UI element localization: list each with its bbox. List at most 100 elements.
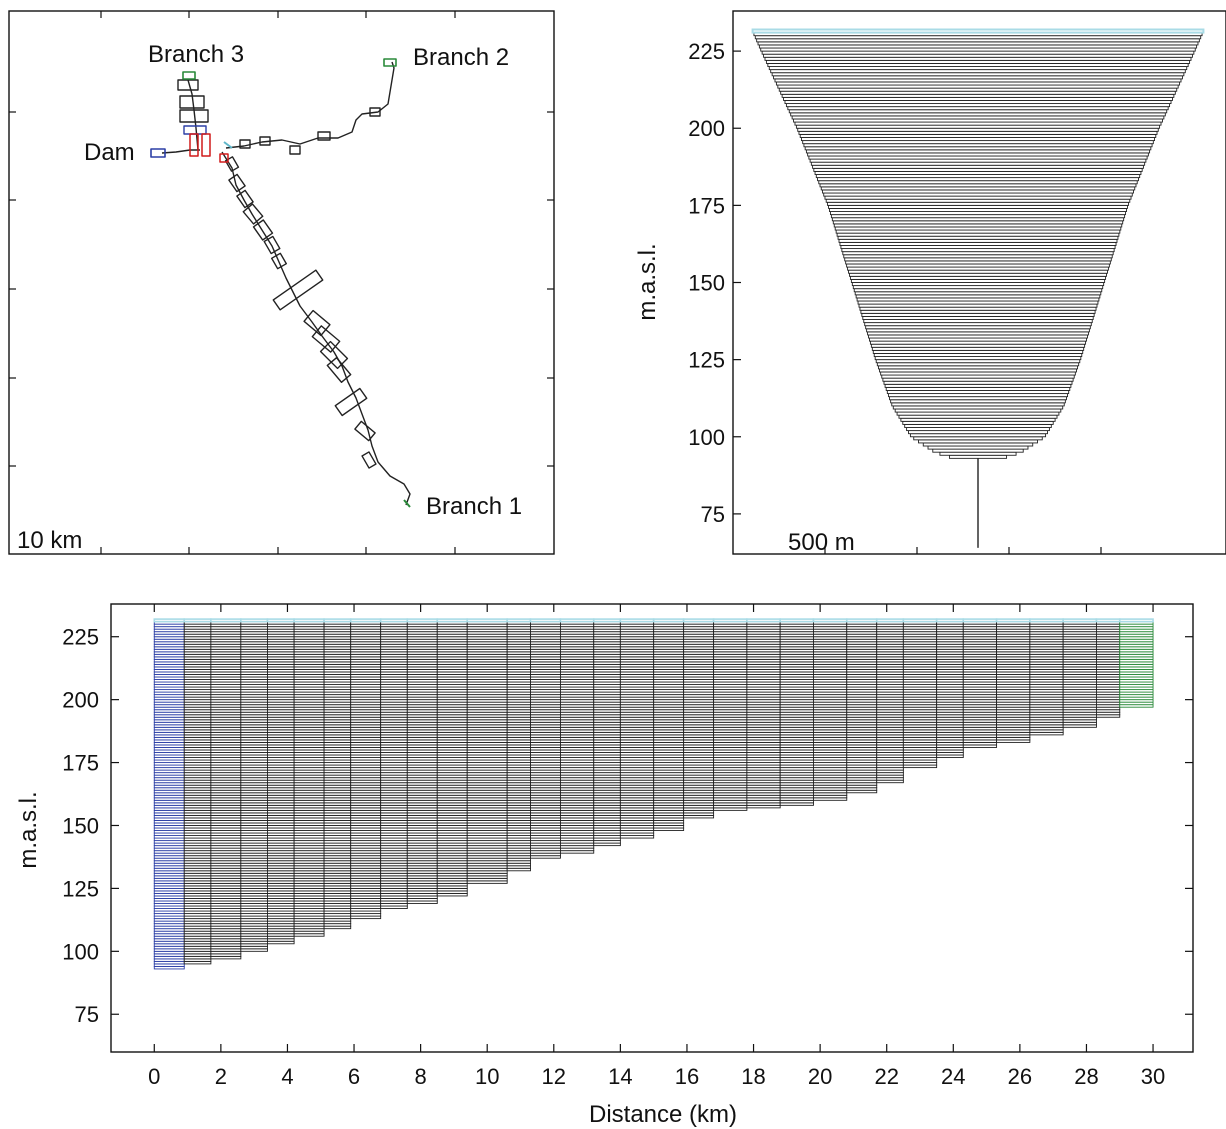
- surface-layer: [935, 618, 965, 623]
- cross-section-layer: [861, 312, 1095, 317]
- cross-section-layer: [845, 260, 1111, 265]
- cross-section-layer: [857, 300, 1099, 305]
- cross-section-layer: [805, 149, 1151, 154]
- segment-main: [812, 618, 848, 801]
- cross-section-layer: [881, 374, 1075, 379]
- cross-section-layer: [872, 349, 1084, 354]
- longitudinal-x-tick-label: 14: [608, 1064, 632, 1089]
- junction-cell-b: [201, 133, 211, 157]
- cross-section-layer: [826, 201, 1130, 206]
- cross-section-layer: [780, 90, 1176, 95]
- segment-main: [1095, 618, 1121, 718]
- cross-section-layer: [844, 257, 1112, 262]
- cross-section-layer: [908, 430, 1048, 435]
- cross-section-layer: [778, 87, 1178, 92]
- segment-main: [902, 618, 938, 769]
- cross-section-layer: [849, 272, 1107, 277]
- surface-layer: [875, 618, 905, 623]
- cross-section-layer: [887, 393, 1069, 398]
- cross-section-layer: [804, 146, 1152, 151]
- cross-section-layer: [852, 285, 1104, 290]
- branch-2-cells: [239, 107, 381, 155]
- cross-section-layer: [862, 315, 1094, 320]
- surface-layer: [183, 618, 212, 623]
- cross-section-layer: [891, 402, 1065, 407]
- cross-section-layer: [864, 322, 1092, 327]
- cross-section-layer: [754, 35, 1202, 40]
- cross-section-layer: [877, 365, 1079, 370]
- segment-main: [323, 618, 352, 930]
- branch-3-label: Branch 3: [148, 41, 244, 68]
- cross-section-layer: [843, 254, 1113, 259]
- cross-section-layer: [880, 371, 1076, 376]
- branch-1-end: [403, 499, 411, 508]
- cross-section-layer: [825, 198, 1131, 203]
- cross-section-panel: 75 100 125 150 175 200 225 m.a.s.l. 500 m: [634, 10, 1226, 556]
- dam-cell: [150, 148, 166, 158]
- cross-section-layer: [830, 214, 1126, 219]
- longitudinal-x-tick-label: 22: [874, 1064, 898, 1089]
- segment-main: [559, 618, 595, 854]
- surface-layer: [619, 618, 655, 623]
- branch-1-label: Branch 1: [426, 493, 522, 520]
- surface-layer: [379, 618, 409, 623]
- cross-section-layer: [764, 56, 1192, 61]
- cross-section-layer: [885, 386, 1071, 391]
- surface-layer: [682, 618, 715, 623]
- segment-main: [592, 618, 622, 847]
- longitudinal-x-tick-label: 18: [741, 1064, 765, 1089]
- segment-main: [183, 618, 212, 965]
- cross-section-y-tick-label: 200: [688, 116, 725, 141]
- cross-section-layer: [906, 427, 1050, 432]
- segment-main: [1062, 618, 1098, 728]
- cross-section-y-tick-label: 125: [688, 348, 725, 373]
- cross-section-layer: [884, 383, 1072, 388]
- longitudinal-y-tick-label: 150: [62, 813, 99, 838]
- segment-main: [379, 618, 409, 909]
- longitudinal-y-axis: 75 100 125 150 175 200 225: [62, 625, 1193, 1027]
- branch-1-cells: [224, 156, 377, 469]
- cross-section-layer: [922, 442, 1034, 447]
- cross-section-layer: [894, 408, 1062, 413]
- cross-section-scale-bar-label: 500 m: [788, 529, 855, 556]
- cross-section-layer: [831, 217, 1125, 222]
- cross-section-layer: [854, 291, 1102, 296]
- cross-section-layer: [869, 340, 1087, 345]
- surface-layer: [1029, 618, 1064, 623]
- surface-layer: [436, 618, 469, 623]
- dam-reach: [161, 149, 200, 154]
- cross-section-layer: [757, 41, 1199, 46]
- cross-section-layer: [819, 183, 1137, 188]
- cross-section-layer: [859, 306, 1097, 311]
- cross-section-layer: [814, 170, 1142, 175]
- longitudinal-x-tick-label: 26: [1008, 1064, 1032, 1089]
- junction-cell-a: [189, 133, 199, 157]
- surface-layer: [506, 618, 532, 623]
- surface-layer: [962, 618, 998, 623]
- cross-section-layer: [801, 137, 1155, 142]
- cross-section-layer: [788, 109, 1168, 114]
- cross-section-layer: [802, 140, 1154, 145]
- segment-main: [436, 618, 469, 897]
- cross-section-layer: [784, 100, 1172, 105]
- surface-layer: [845, 618, 878, 623]
- map-panel: Branch 3 Branch 2 Dam Branch 1 10 km: [8, 10, 555, 555]
- cross-section-layer: [939, 451, 1017, 456]
- cross-section-layer: [799, 133, 1157, 138]
- branch-2-end: [383, 58, 397, 67]
- cross-section-layer: [822, 189, 1134, 194]
- longitudinal-y-tick-label: 175: [62, 751, 99, 776]
- cross-section-layer: [892, 405, 1064, 410]
- cross-section-layer: [839, 241, 1117, 246]
- cross-section-layer: [758, 44, 1198, 49]
- surface-layer: [349, 618, 382, 623]
- cross-section-layer: [824, 195, 1132, 200]
- segment-main: [349, 618, 382, 920]
- cross-section-layer: [896, 411, 1060, 416]
- segment-main: [506, 618, 532, 872]
- cross-section-layer: [848, 269, 1108, 274]
- segment-dam: [153, 618, 186, 970]
- cross-section-layer: [813, 167, 1143, 172]
- segment-main: [266, 618, 295, 945]
